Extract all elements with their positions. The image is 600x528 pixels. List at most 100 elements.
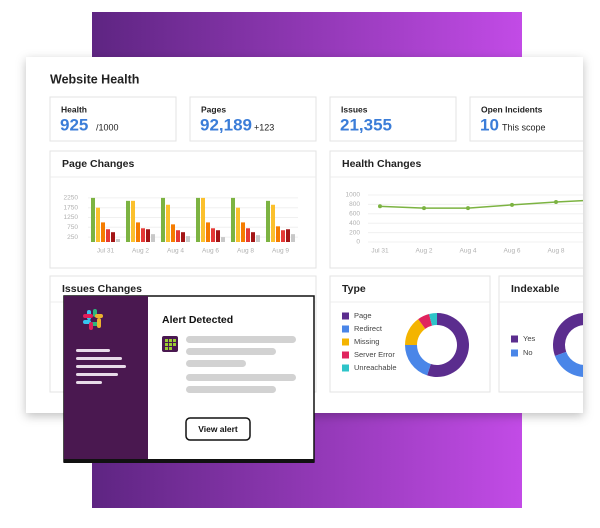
bar bbox=[241, 222, 245, 242]
bar bbox=[176, 230, 180, 242]
bar bbox=[266, 200, 270, 242]
bar bbox=[151, 234, 155, 242]
bar bbox=[111, 232, 115, 242]
bar bbox=[216, 230, 220, 242]
bar bbox=[116, 239, 120, 242]
donut-segment bbox=[427, 313, 469, 377]
x-tick-label: Aug 2 bbox=[132, 248, 149, 255]
x-tick-label: Aug 9 bbox=[272, 248, 289, 255]
bar bbox=[236, 207, 240, 242]
sidebar-line bbox=[76, 357, 122, 360]
view-alert-button[interactable] bbox=[185, 417, 251, 441]
legend-swatch bbox=[511, 335, 518, 343]
placeholder-line bbox=[186, 374, 296, 381]
stat-suffix: This scope bbox=[502, 122, 546, 132]
x-tick-label: Aug 8 bbox=[237, 248, 254, 255]
dashboard-title: Website Health bbox=[50, 72, 139, 86]
panel-title: Health Changes bbox=[342, 158, 422, 170]
legend-swatch bbox=[342, 312, 349, 320]
x-tick-label: Aug 8 bbox=[548, 248, 565, 255]
bar bbox=[146, 229, 150, 242]
bar bbox=[286, 229, 290, 242]
alert-window: Alert Detected View alert bbox=[63, 295, 315, 463]
line bbox=[379, 199, 583, 209]
bar bbox=[246, 228, 250, 242]
legend-swatch bbox=[342, 325, 349, 333]
slack-logo bbox=[83, 309, 103, 330]
app-icon-dots bbox=[165, 339, 176, 350]
alert-title: Alert Detected bbox=[162, 314, 233, 326]
point bbox=[378, 204, 382, 209]
bar bbox=[271, 204, 275, 242]
bar bbox=[276, 226, 280, 242]
x-tick-label: Jul 31 bbox=[97, 248, 115, 255]
bar bbox=[251, 232, 255, 242]
legend-swatch bbox=[342, 351, 349, 359]
stat-value: 925 bbox=[60, 115, 88, 134]
y-tick-label: 750 bbox=[67, 224, 78, 231]
stat-label: Pages bbox=[201, 104, 226, 114]
legend-label: Missing bbox=[354, 337, 379, 346]
bar bbox=[186, 236, 190, 242]
panel-title: Type bbox=[342, 283, 366, 295]
y-tick-label: 2250 bbox=[64, 195, 79, 202]
legend-label: No bbox=[523, 348, 533, 357]
placeholder-line bbox=[186, 360, 246, 367]
stat-card bbox=[329, 96, 457, 142]
bar bbox=[106, 229, 110, 242]
legend-label: Page bbox=[354, 311, 372, 320]
legend-label: Unreachable bbox=[354, 363, 397, 372]
alert-bottom-bar bbox=[64, 459, 314, 463]
bar bbox=[136, 222, 140, 242]
sidebar-line bbox=[76, 381, 102, 384]
bar bbox=[201, 197, 205, 242]
x-tick-label: Aug 6 bbox=[202, 248, 219, 255]
legend-label: Server Error bbox=[354, 350, 395, 359]
bar bbox=[281, 230, 285, 242]
panel-title: Indexable bbox=[511, 283, 560, 295]
donut-segment bbox=[554, 351, 583, 377]
placeholder-line bbox=[186, 336, 296, 343]
legend-swatch bbox=[511, 349, 518, 357]
x-tick-label: Aug 4 bbox=[167, 248, 184, 255]
bar bbox=[171, 224, 175, 242]
x-tick-label: Aug 4 bbox=[460, 248, 477, 255]
y-tick-label: 400 bbox=[349, 220, 360, 227]
y-tick-label: 0 bbox=[356, 239, 360, 246]
sidebar-line bbox=[76, 373, 118, 376]
stat-suffix: +123 bbox=[254, 122, 274, 132]
stat-label: Health bbox=[61, 104, 87, 114]
donut-segment bbox=[405, 319, 426, 345]
x-tick-label: Jul 31 bbox=[371, 248, 389, 255]
bar bbox=[181, 232, 185, 242]
legend-label: Redirect bbox=[354, 324, 383, 333]
placeholder-line bbox=[186, 386, 276, 393]
legend-label: Yes bbox=[523, 334, 535, 343]
stat-value: 10 bbox=[480, 115, 499, 134]
bar bbox=[101, 222, 105, 242]
donut-segment bbox=[418, 314, 433, 329]
bar bbox=[206, 222, 210, 242]
bar bbox=[231, 197, 235, 242]
bar bbox=[291, 234, 295, 242]
bar bbox=[126, 200, 130, 242]
point bbox=[466, 206, 470, 211]
stat-label: Open Incidents bbox=[481, 104, 543, 114]
panel-title: Page Changes bbox=[62, 158, 135, 170]
legend-swatch bbox=[342, 338, 349, 346]
bar bbox=[256, 235, 260, 242]
panel-title: Issues Changes bbox=[62, 283, 142, 295]
charts: 250 750 1250 1750 2250 Jul 31 Aug 2 Aug 4 Aug 6 A… bbox=[64, 192, 583, 377]
y-tick-label: 1750 bbox=[64, 204, 79, 211]
bar bbox=[221, 237, 225, 242]
x-tick-label: Aug 2 bbox=[416, 248, 433, 255]
view-alert-label[interactable]: View alert bbox=[198, 424, 238, 434]
bar bbox=[131, 200, 135, 242]
y-tick-label: 800 bbox=[349, 201, 360, 208]
stat-value: 21,355 bbox=[340, 115, 392, 134]
y-tick-label: 600 bbox=[349, 211, 360, 218]
point bbox=[422, 206, 426, 211]
stat-value: 92,189 bbox=[200, 115, 252, 134]
